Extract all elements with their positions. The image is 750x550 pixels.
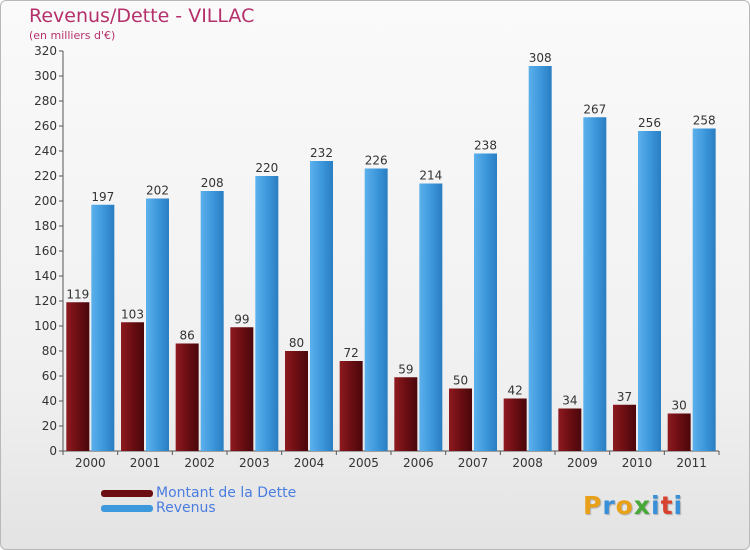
data-label-revenus-2006: 214 — [419, 169, 442, 183]
logo-letter: r — [602, 491, 616, 520]
chart-subtitle: (en milliers d'€) — [29, 29, 116, 42]
y-tick-label: 220 — [34, 169, 57, 183]
bar-dette-2006 — [394, 377, 418, 451]
data-label-dette-2001: 103 — [121, 307, 144, 321]
data-label-revenus-2004: 232 — [310, 146, 333, 160]
y-tick-label: 20 — [42, 419, 57, 433]
data-label-revenus-2001: 202 — [146, 184, 169, 198]
data-label-revenus-2009: 267 — [583, 102, 606, 116]
data-label-dette-2003: 99 — [234, 312, 249, 326]
bar-dette-2004 — [285, 351, 308, 451]
data-label-dette-2000: 119 — [66, 287, 89, 301]
bar-revenus-2001 — [146, 198, 169, 451]
bar-revenus-2007 — [474, 153, 497, 451]
logo-letter: o — [615, 491, 634, 520]
legend-label-revenus: Revenus — [156, 500, 216, 516]
data-label-dette-2005: 72 — [344, 346, 359, 360]
data-label-dette-2006: 59 — [398, 362, 413, 376]
x-tick-label: 2002 — [184, 456, 215, 470]
bar-revenus-2011 — [692, 128, 716, 451]
x-tick-label: 2009 — [567, 456, 598, 470]
data-label-dette-2009: 34 — [562, 394, 577, 408]
data-label-dette-2002: 86 — [180, 329, 195, 343]
bar-dette-2009 — [558, 408, 582, 451]
chart-title: Revenus/Dette - VILLAC — [29, 5, 255, 27]
bar-revenus-2003 — [255, 176, 279, 451]
logo-letter: t — [660, 491, 674, 520]
bar-revenus-2000 — [91, 204, 115, 451]
x-tick-label: 2008 — [512, 456, 543, 470]
data-label-revenus-2007: 238 — [474, 139, 497, 153]
y-tick-label: 300 — [34, 69, 57, 83]
bar-dette-2002 — [175, 343, 199, 451]
data-label-revenus-2011: 258 — [693, 114, 716, 128]
bar-revenus-2008 — [528, 66, 552, 451]
data-label-revenus-2005: 226 — [365, 154, 388, 168]
x-tick-label: 2004 — [294, 456, 325, 470]
bar-revenus-2009 — [583, 117, 607, 451]
x-tick-label: 2003 — [239, 456, 270, 470]
proxiti-logo: Proxiti — [583, 491, 683, 520]
bar-dette-2008 — [503, 398, 527, 451]
bar-revenus-2002 — [200, 191, 224, 451]
data-label-revenus-2003: 220 — [255, 161, 278, 175]
x-tick-label: 2011 — [676, 456, 707, 470]
logo-letter: i — [673, 491, 684, 520]
data-label-revenus-2010: 256 — [638, 116, 661, 130]
x-tick-label: 2006 — [403, 456, 434, 470]
bar-dette-2010 — [613, 404, 636, 451]
y-tick-label: 80 — [42, 344, 57, 358]
bar-dette-2011 — [667, 413, 691, 451]
legend-swatch-dette — [101, 490, 153, 497]
y-tick-label: 280 — [34, 94, 57, 108]
data-label-revenus-2002: 208 — [201, 176, 224, 190]
data-label-revenus-2008: 308 — [529, 51, 552, 65]
y-tick-label: 140 — [34, 269, 57, 283]
y-tick-label: 100 — [34, 319, 57, 333]
y-tick-label: 320 — [34, 44, 57, 58]
bar-revenus-2006 — [419, 183, 443, 451]
data-label-dette-2004: 80 — [289, 336, 304, 350]
bar-dette-2007 — [449, 388, 472, 451]
x-tick-label: 2005 — [348, 456, 379, 470]
data-label-dette-2010: 37 — [617, 390, 632, 404]
data-label-revenus-2000: 197 — [91, 190, 114, 204]
bar-dette-2003 — [230, 327, 254, 451]
y-tick-label: 160 — [34, 244, 57, 258]
y-tick-label: 180 — [34, 219, 57, 233]
x-tick-label: 2010 — [622, 456, 653, 470]
data-label-dette-2011: 30 — [672, 399, 687, 413]
bar-dette-2000 — [66, 302, 90, 451]
logo-letter: i — [651, 491, 661, 520]
logo-letter: P — [583, 491, 603, 520]
y-tick-label: 40 — [42, 394, 57, 408]
bar-dette-2005 — [339, 361, 363, 451]
data-label-dette-2008: 42 — [508, 384, 523, 398]
y-tick-label: 240 — [34, 144, 57, 158]
y-tick-label: 200 — [34, 194, 57, 208]
y-tick-label: 60 — [42, 369, 57, 383]
logo-letter: x — [633, 491, 651, 520]
legend-label-dette: Montant de la Dette — [156, 485, 297, 501]
bar-revenus-2004 — [310, 161, 333, 451]
x-tick-label: 2001 — [130, 456, 161, 470]
legend-swatch-revenus — [101, 505, 153, 512]
bar-dette-2001 — [121, 322, 144, 451]
x-tick-label: 2007 — [458, 456, 489, 470]
y-tick-label: 0 — [49, 444, 57, 458]
y-tick-label: 120 — [34, 294, 57, 308]
data-label-dette-2007: 50 — [453, 374, 468, 388]
y-tick-label: 260 — [34, 119, 57, 133]
bar-revenus-2010 — [638, 131, 661, 451]
bar-revenus-2005 — [364, 168, 388, 451]
x-tick-label: 2000 — [75, 456, 106, 470]
